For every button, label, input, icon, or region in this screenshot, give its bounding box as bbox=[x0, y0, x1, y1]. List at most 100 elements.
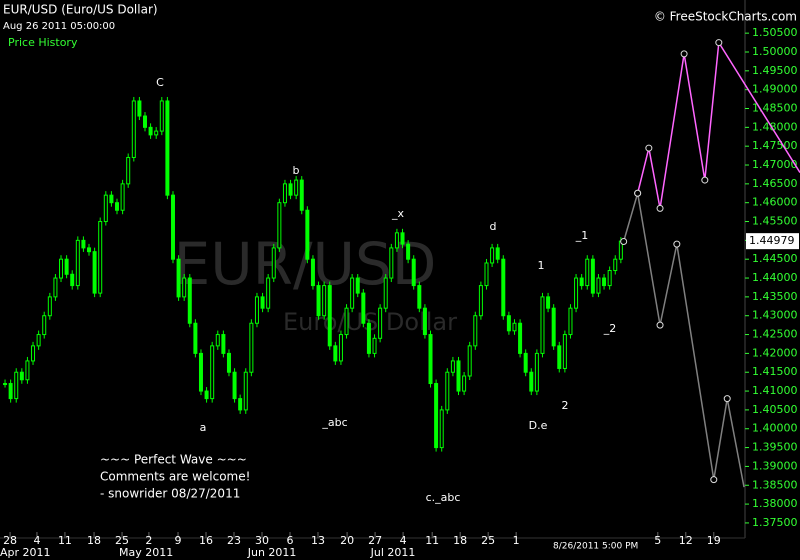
wave-annotation: c._abc bbox=[426, 491, 461, 504]
wave-annotation: C bbox=[156, 76, 164, 89]
wave-annotation: _1 bbox=[575, 229, 589, 242]
projection-point bbox=[656, 321, 664, 329]
candle bbox=[25, 360, 30, 381]
x-tick-label: 16 bbox=[199, 534, 213, 547]
candle bbox=[75, 239, 80, 287]
x-tick-label: 19 bbox=[707, 534, 721, 547]
wave-annotation: _abc bbox=[321, 416, 347, 429]
candle bbox=[378, 307, 383, 339]
candle bbox=[613, 258, 618, 272]
candle bbox=[115, 202, 120, 211]
wave-annotation: D.e bbox=[529, 419, 548, 432]
candle bbox=[428, 334, 433, 385]
candle bbox=[31, 345, 36, 362]
candle bbox=[529, 371, 534, 392]
candle bbox=[590, 258, 595, 294]
candle bbox=[126, 156, 131, 185]
x-tick-label: 20 bbox=[340, 534, 354, 547]
y-tick-label: 1.42500 bbox=[752, 328, 798, 341]
projection-point bbox=[715, 39, 723, 47]
candle bbox=[366, 322, 371, 354]
candle bbox=[316, 285, 321, 317]
y-tick-label: 1.39500 bbox=[752, 441, 798, 454]
candle bbox=[501, 258, 506, 317]
candle bbox=[187, 277, 192, 324]
y-tick-label: 1.37500 bbox=[752, 516, 798, 529]
candle bbox=[131, 100, 136, 158]
y-tick-label: 1.47000 bbox=[752, 158, 798, 171]
comment: - snowrider 08/27/2011 bbox=[100, 487, 240, 501]
x-tick-label: 1 bbox=[513, 534, 520, 547]
candle bbox=[467, 345, 472, 377]
x-tick-label: 13 bbox=[311, 534, 325, 547]
candle bbox=[490, 247, 495, 264]
y-tick-label: 1.40500 bbox=[752, 403, 798, 416]
y-tick-label: 1.41500 bbox=[752, 365, 798, 378]
candle bbox=[383, 277, 388, 309]
candle bbox=[53, 277, 58, 298]
candle bbox=[288, 183, 293, 196]
x-tick-label: 5 bbox=[654, 534, 661, 547]
candle bbox=[557, 345, 562, 369]
x-tick-label: 2 bbox=[145, 534, 152, 547]
candle bbox=[87, 247, 92, 253]
candle bbox=[439, 409, 444, 449]
candle bbox=[170, 194, 175, 260]
candle bbox=[137, 100, 142, 117]
candle bbox=[8, 383, 13, 400]
candle bbox=[434, 383, 439, 449]
candle bbox=[238, 398, 243, 411]
candle bbox=[81, 239, 86, 249]
candle bbox=[322, 285, 327, 317]
candle bbox=[204, 390, 209, 400]
candle bbox=[36, 334, 41, 347]
candle bbox=[579, 277, 584, 287]
candle bbox=[534, 352, 539, 392]
y-tick-label: 1.41000 bbox=[752, 384, 798, 397]
projection-point bbox=[634, 189, 642, 197]
candle bbox=[406, 243, 411, 260]
candle bbox=[456, 360, 461, 392]
wave-annotation: b bbox=[293, 164, 300, 177]
candle bbox=[154, 130, 159, 136]
candle bbox=[19, 371, 24, 381]
candle bbox=[540, 296, 545, 354]
candle bbox=[282, 183, 287, 204]
x-tick-label: 12 bbox=[679, 534, 693, 547]
candle bbox=[142, 115, 147, 128]
candle bbox=[355, 277, 360, 294]
x-tick-label: 27 bbox=[368, 534, 382, 547]
month-label: Apr 2011 bbox=[0, 546, 50, 559]
candle bbox=[338, 334, 343, 362]
candle bbox=[70, 273, 75, 287]
y-tick-label: 1.42000 bbox=[752, 346, 798, 359]
y-tick-label: 1.43000 bbox=[752, 309, 798, 322]
last-time-label: 8/26/2011 5:00 PM bbox=[553, 542, 638, 552]
y-tick-label: 1.38500 bbox=[752, 478, 798, 491]
y-tick-label: 1.48000 bbox=[752, 120, 798, 133]
y-tick-label: 1.50500 bbox=[752, 26, 798, 39]
projection-point bbox=[701, 176, 709, 184]
candle bbox=[305, 209, 310, 260]
y-tick-label: 1.47500 bbox=[752, 139, 798, 152]
x-tick-label: 4 bbox=[400, 534, 407, 547]
candle bbox=[47, 296, 52, 317]
x-tick-label: 18 bbox=[87, 534, 101, 547]
comment: Comments are welcome! bbox=[100, 470, 250, 484]
candle bbox=[294, 179, 299, 196]
comment: ~~~ Perfect Wave ~~~ bbox=[100, 453, 247, 467]
candle bbox=[596, 277, 601, 294]
candle bbox=[215, 334, 220, 347]
candle bbox=[327, 285, 332, 347]
candle bbox=[445, 371, 450, 411]
y-tick-label: 1.49000 bbox=[752, 83, 798, 96]
month-label: Jun 2011 bbox=[247, 546, 297, 559]
y-tick-label: 1.38000 bbox=[752, 497, 798, 510]
candle bbox=[344, 307, 349, 336]
candle bbox=[277, 202, 282, 249]
candle bbox=[551, 307, 556, 347]
candle bbox=[92, 251, 97, 294]
candle bbox=[221, 334, 226, 354]
candle bbox=[120, 183, 125, 211]
y-tick-label: 1.48500 bbox=[752, 102, 798, 115]
